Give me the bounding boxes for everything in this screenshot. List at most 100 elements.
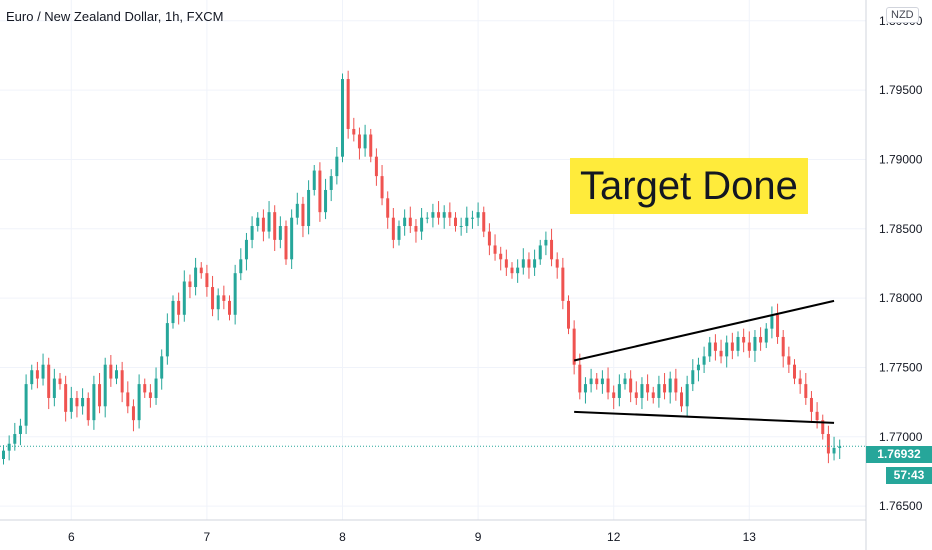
candle-body <box>273 212 277 240</box>
candle-body <box>832 447 836 454</box>
x-tick-label: 13 <box>743 530 757 544</box>
candle-body <box>747 342 751 351</box>
y-tick-label: 1.78000 <box>879 291 923 305</box>
candle-body <box>126 392 130 407</box>
last-price-tag: 1.76932 <box>866 446 932 463</box>
candle-body <box>103 364 107 407</box>
candle-body <box>182 281 186 315</box>
candle-body <box>634 392 638 398</box>
trendline <box>574 410 835 424</box>
x-tick-label: 8 <box>339 530 346 544</box>
candle-body <box>544 239 548 246</box>
candle-body <box>346 79 350 129</box>
candle-body <box>674 378 678 393</box>
candle-body <box>516 267 520 274</box>
candle-body <box>86 397 90 421</box>
candle-body <box>250 226 254 240</box>
candle-body <box>335 156 339 177</box>
candle-body <box>617 384 621 398</box>
candle-body <box>736 336 740 351</box>
candle-body <box>764 328 768 343</box>
candle-body <box>680 392 683 407</box>
candle-body <box>561 267 565 301</box>
candle-body <box>115 370 118 379</box>
candle-body <box>290 217 294 260</box>
candle-body <box>194 267 198 288</box>
candle-body <box>374 156 378 177</box>
candle-body <box>719 350 723 357</box>
candle-body <box>109 364 113 379</box>
candle-body <box>533 259 537 268</box>
candle-body <box>403 217 407 227</box>
y-tick-label: 1.78500 <box>879 222 923 236</box>
candle-body <box>324 189 328 213</box>
candle-body <box>538 245 542 260</box>
candle-body <box>216 295 220 310</box>
candle-body <box>487 231 491 246</box>
candle-body <box>572 328 576 365</box>
candle-body <box>341 79 344 157</box>
candle-body <box>30 370 34 385</box>
candle-body <box>555 259 559 268</box>
candle-body <box>595 378 599 385</box>
candle-body <box>606 378 610 393</box>
candle-body <box>24 384 28 426</box>
y-tick-label: 1.77500 <box>879 360 923 374</box>
candle-body <box>2 450 5 459</box>
bar-countdown: 57:43 <box>886 467 932 484</box>
candle-body <box>623 378 627 385</box>
candle-body <box>75 397 79 407</box>
candle-body <box>770 314 774 329</box>
y-tick-label: 1.79500 <box>879 83 923 97</box>
x-tick-label: 7 <box>204 530 211 544</box>
candle-body <box>651 392 655 398</box>
candle-body <box>41 364 45 379</box>
candle-body <box>171 300 175 324</box>
candle-body <box>199 267 203 274</box>
candle-body <box>589 378 593 385</box>
candle-body <box>793 364 796 379</box>
chart-title: Euro / New Zealand Dollar, 1h, FXCM <box>6 9 224 24</box>
candle-body <box>47 364 51 398</box>
candle-body <box>352 128 356 135</box>
candle-body <box>437 212 441 218</box>
candle-body <box>81 397 85 407</box>
candle-body <box>448 212 452 218</box>
currency-badge[interactable]: NZD <box>886 7 919 23</box>
x-tick-label: 6 <box>68 530 75 544</box>
candle-body <box>211 287 215 310</box>
y-tick-label: 1.79000 <box>879 152 923 166</box>
candle-body <box>380 176 384 199</box>
candle-body <box>363 134 367 149</box>
candle-body <box>143 384 147 393</box>
candle-body <box>482 212 486 232</box>
candle-body <box>239 259 243 274</box>
candle-body <box>425 217 429 219</box>
candle-body <box>408 217 412 227</box>
candle-body <box>600 378 604 385</box>
trendlines <box>573 299 835 424</box>
y-tick-label: 1.76500 <box>879 499 923 513</box>
candle-body <box>815 411 819 421</box>
candle-body <box>154 378 158 398</box>
candle-body <box>131 406 135 421</box>
candle-body <box>431 212 435 218</box>
chart-grid <box>0 0 866 520</box>
candle-body <box>583 384 587 393</box>
candle-body <box>685 384 689 407</box>
candle-body <box>369 134 373 157</box>
candle-body <box>759 336 763 343</box>
candle-body <box>312 170 316 190</box>
candle-body <box>137 384 141 421</box>
candle-body <box>527 259 531 268</box>
candle-body <box>730 342 734 351</box>
trendline <box>573 299 835 362</box>
candle-body <box>499 253 503 260</box>
candle-body <box>18 425 22 435</box>
candle-body <box>7 443 11 451</box>
candle-body <box>578 364 582 393</box>
candle-body <box>92 384 96 421</box>
candle-body <box>228 300 231 315</box>
candle-body <box>504 259 508 268</box>
